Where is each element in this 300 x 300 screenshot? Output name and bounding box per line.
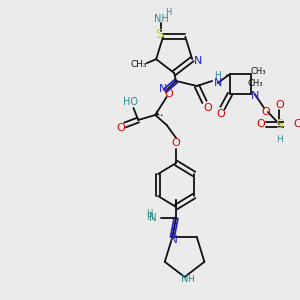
Text: •: • — [225, 74, 228, 79]
Text: H: H — [187, 274, 194, 284]
Text: S: S — [275, 118, 283, 130]
Text: O: O — [216, 109, 225, 119]
Text: CH₃: CH₃ — [251, 68, 266, 76]
Text: O: O — [256, 119, 265, 129]
Text: O: O — [172, 138, 181, 148]
Text: CH₃: CH₃ — [131, 60, 148, 69]
Text: HO: HO — [123, 97, 138, 107]
Text: CH₃: CH₃ — [248, 80, 263, 88]
Text: O: O — [117, 123, 125, 133]
Text: H: H — [166, 8, 172, 17]
Text: •: • — [159, 112, 163, 118]
Text: S: S — [155, 28, 163, 41]
Text: H: H — [276, 136, 283, 145]
Text: O: O — [203, 103, 212, 113]
Text: H: H — [146, 208, 153, 217]
Text: O: O — [294, 119, 300, 129]
Text: H: H — [147, 214, 153, 223]
Text: N: N — [149, 213, 157, 223]
Text: H: H — [214, 70, 221, 80]
Polygon shape — [155, 110, 160, 116]
Text: N: N — [194, 56, 202, 66]
Text: N: N — [214, 78, 222, 88]
Text: N: N — [250, 91, 259, 101]
Text: NH: NH — [154, 14, 169, 24]
Text: O: O — [262, 107, 270, 117]
Text: N: N — [181, 274, 188, 284]
Text: N: N — [159, 84, 167, 94]
Text: N: N — [170, 235, 178, 245]
Text: O: O — [164, 89, 173, 99]
Text: O: O — [275, 100, 284, 110]
